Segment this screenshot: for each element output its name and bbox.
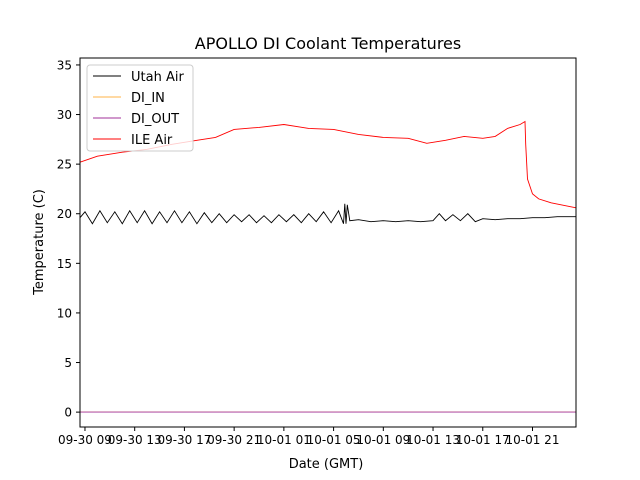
y-tick-label: 15 <box>57 257 72 271</box>
x-tick-label: 10-01 01 <box>257 433 311 447</box>
axes-frame <box>79 57 577 428</box>
x-tick-label: 10-01 21 <box>506 433 560 447</box>
y-tick-label: 5 <box>64 356 72 370</box>
legend-label: ILE Air <box>131 133 173 148</box>
x-tick-label: 09-30 21 <box>207 433 261 447</box>
legend: Utah Air DI_IN DI_OUT ILE Air <box>86 64 194 152</box>
y-tick-label: 35 <box>57 58 72 72</box>
series-line-utah-air <box>79 203 576 225</box>
legend-box <box>86 64 194 152</box>
x-tick-label: 09-30 09 <box>58 433 112 447</box>
legend-label: DI_IN <box>131 91 165 106</box>
x-tick-label: 10-01 05 <box>307 433 361 447</box>
y-tick-label: 25 <box>57 158 72 172</box>
x-tick-label: 09-30 13 <box>108 433 162 447</box>
y-axis: 0 5 10 15 20 25 30 35 <box>57 58 80 420</box>
y-tick-label: 20 <box>57 207 72 221</box>
chart-title: APOLLO DI Coolant Temperatures <box>195 34 461 53</box>
y-tick-label: 30 <box>57 108 72 122</box>
x-tick-label: 10-01 09 <box>356 433 410 447</box>
y-tick-label: 0 <box>64 406 72 420</box>
x-tick-label: 10-01 17 <box>456 433 510 447</box>
x-tick-label: 10-01 13 <box>406 433 460 447</box>
legend-label: Utah Air <box>131 70 184 85</box>
y-axis-label: Temperature (C) <box>32 189 47 296</box>
x-tick-label: 09-30 17 <box>157 433 211 447</box>
x-axis-label: Date (GMT) <box>289 457 364 472</box>
y-tick-label: 10 <box>57 306 72 320</box>
legend-label: DI_OUT <box>131 112 179 127</box>
